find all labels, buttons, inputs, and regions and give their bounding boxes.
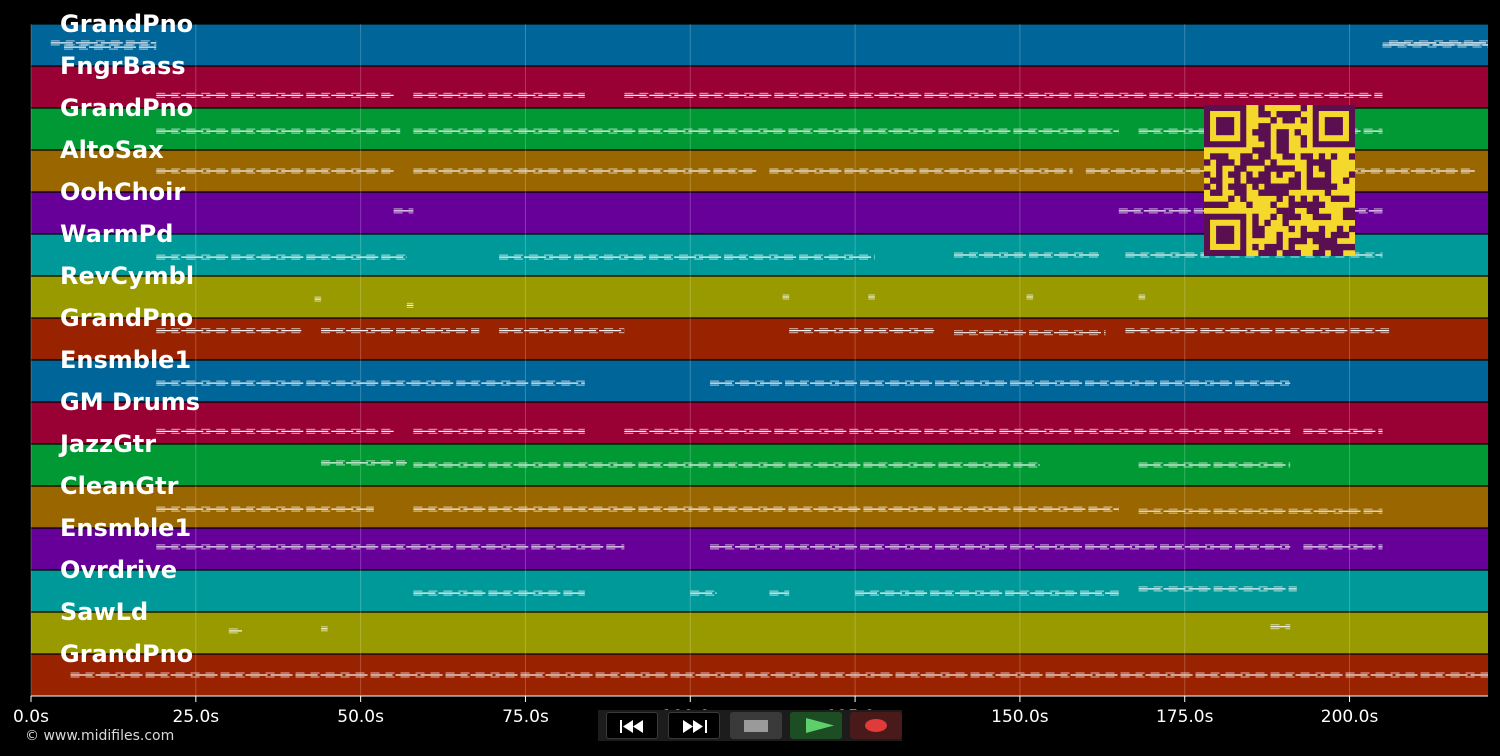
- track-label: OohChoir: [60, 178, 185, 206]
- record-icon: [865, 719, 887, 732]
- track-label: FngrBass: [60, 52, 186, 80]
- track-label: CleanGtr: [60, 472, 179, 500]
- track-lane: [31, 66, 1488, 108]
- track-label: WarmPd: [60, 220, 173, 248]
- stop-icon: [744, 720, 768, 732]
- track-label: Ovrdrive: [60, 556, 177, 584]
- x-tick-label: 25.0s: [172, 707, 219, 727]
- track-label: RevCymbl: [60, 262, 194, 290]
- qr-code: [1204, 105, 1355, 256]
- track-lane: [31, 276, 1488, 318]
- track-label: GrandPno: [60, 10, 193, 38]
- transport-bar: [598, 710, 902, 741]
- credit-text: © www.midifiles.com: [25, 728, 175, 744]
- track-label: GrandPno: [60, 304, 193, 332]
- track-label: GrandPno: [60, 94, 193, 122]
- x-tick-label: 0.0s: [13, 707, 49, 727]
- record-button[interactable]: [850, 712, 902, 739]
- track-lane: [31, 318, 1488, 360]
- track-lane: [31, 612, 1488, 654]
- x-tick-label: 150.0s: [991, 707, 1049, 727]
- track-label: Ensmble1: [60, 346, 191, 374]
- fast-forward-button[interactable]: [668, 712, 720, 739]
- track-label: JazzGtr: [58, 430, 156, 458]
- track-labels: GrandPno FngrBass GrandPno AltoSax OohChoir W…: [58, 10, 200, 668]
- track-label: AltoSax: [60, 136, 164, 164]
- x-tick-label: 50.0s: [337, 707, 384, 727]
- x-tick-label: 175.0s: [1156, 707, 1214, 727]
- track-label: GrandPno: [60, 640, 193, 668]
- track-lane: [31, 24, 1488, 66]
- play-icon: [806, 718, 834, 733]
- fast-forward-icon: [683, 720, 707, 733]
- x-tick-label: 200.0s: [1321, 707, 1379, 727]
- rewind-button[interactable]: [606, 712, 658, 739]
- stop-button[interactable]: [730, 712, 782, 739]
- track-lane: [31, 402, 1488, 444]
- track-lane: [31, 570, 1488, 612]
- x-tick-label: 75.0s: [502, 707, 549, 727]
- rewind-icon: [620, 720, 643, 733]
- track-label: Ensmble1: [60, 514, 191, 542]
- play-button[interactable]: [790, 712, 842, 739]
- track-label: SawLd: [60, 598, 148, 626]
- track-label: GM Drums: [60, 388, 200, 416]
